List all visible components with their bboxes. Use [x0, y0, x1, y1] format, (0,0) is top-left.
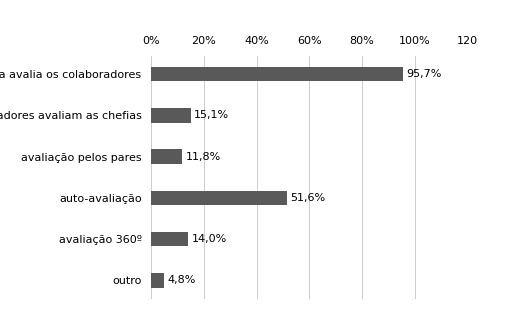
- Text: 95,7%: 95,7%: [406, 69, 442, 79]
- Text: 15,1%: 15,1%: [194, 110, 229, 120]
- Text: 51,6%: 51,6%: [290, 193, 326, 203]
- Bar: [151, 232, 188, 246]
- Text: 4,8%: 4,8%: [167, 275, 195, 285]
- Bar: [151, 150, 183, 164]
- Text: 11,8%: 11,8%: [185, 152, 221, 162]
- Bar: [151, 108, 191, 123]
- Text: 14,0%: 14,0%: [191, 234, 227, 244]
- Bar: [151, 67, 404, 81]
- Bar: [151, 273, 164, 288]
- Bar: [151, 191, 287, 205]
